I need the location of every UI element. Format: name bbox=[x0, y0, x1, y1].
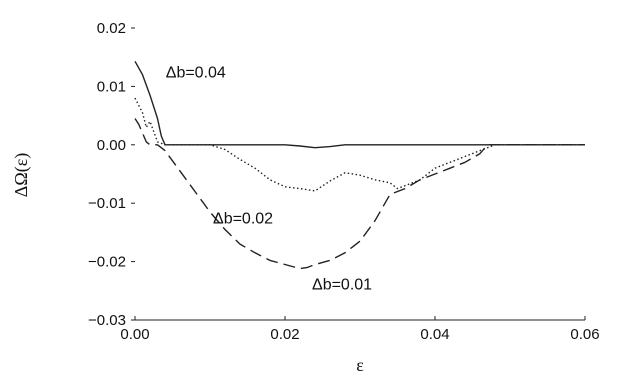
y-tick-label: −0.01 bbox=[88, 195, 126, 212]
y-axis-title: ΔΩ(ε) bbox=[11, 153, 32, 198]
annotation-b-0-02: Δb=0.02 bbox=[213, 211, 273, 228]
y-tick-label: 0.02 bbox=[97, 20, 126, 37]
series-line-b-0-01 bbox=[134, 118, 585, 270]
series-layer bbox=[134, 60, 585, 270]
annotation-layer: Δb=0.04 Δb=0.02 Δb=0.01 bbox=[166, 65, 372, 294]
y-axis-ticks: 0.02 0.01 0.00 −0.01 −0.02 −0.03 bbox=[88, 20, 135, 329]
y-tick-label: −0.02 bbox=[88, 254, 126, 271]
y-tick-label: 0.01 bbox=[97, 78, 126, 95]
x-tick-label: 0.06 bbox=[570, 326, 599, 343]
annotation-b-0-04: Δb=0.04 bbox=[166, 65, 226, 82]
x-tick-label: 0.04 bbox=[420, 326, 449, 343]
x-axis-title: ε bbox=[356, 355, 364, 375]
annotation-b-0-01: Δb=0.01 bbox=[312, 277, 372, 294]
y-tick-label: 0.00 bbox=[97, 137, 126, 154]
y-tick-label: −0.03 bbox=[88, 312, 126, 329]
x-tick-label: 0.02 bbox=[270, 326, 299, 343]
x-axis-ticks: 0.00 0.02 0.04 0.06 bbox=[120, 316, 600, 343]
x-tick-label: 0.00 bbox=[120, 326, 149, 343]
series-line-b-0-04 bbox=[134, 60, 585, 149]
